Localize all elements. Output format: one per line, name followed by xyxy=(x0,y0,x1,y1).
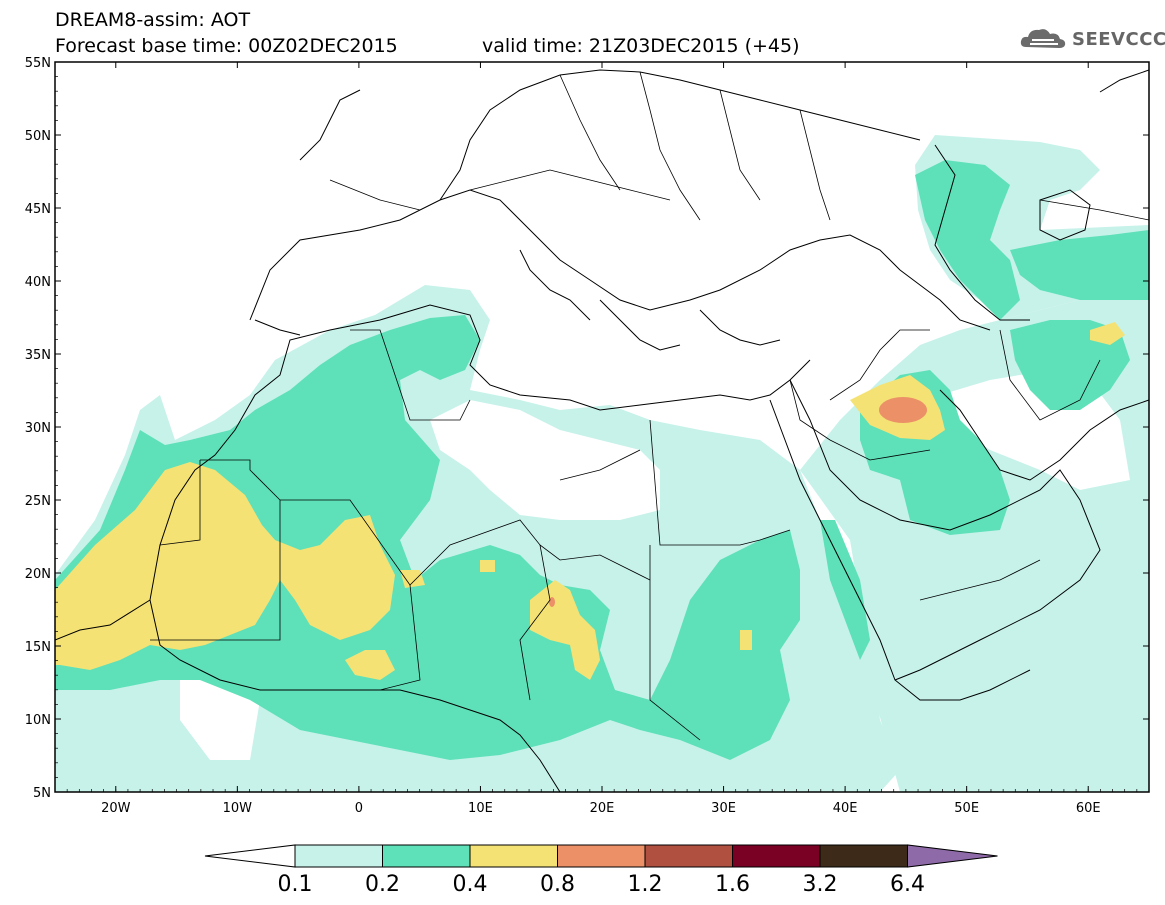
lon-label: 10E xyxy=(468,801,493,816)
borders xyxy=(150,71,1149,741)
lon-label: 0 xyxy=(355,801,363,816)
colorbar-level-label: 6.4 xyxy=(890,872,925,897)
colorbar-level-label: 1.6 xyxy=(715,872,750,897)
colorbar-box xyxy=(557,844,646,868)
colorbar-box xyxy=(294,844,383,868)
lat-label: 20N xyxy=(25,567,51,582)
colorbar-arrow-left xyxy=(204,844,296,868)
lat-label: 30N xyxy=(25,421,51,436)
lon-label: 60E xyxy=(1076,801,1101,816)
lon-label: 20E xyxy=(590,801,615,816)
lat-label: 35N xyxy=(25,348,51,363)
aot-level-0-8 xyxy=(549,397,927,607)
lat-label: 55N xyxy=(25,56,51,71)
latitude-axis: 55N 50N 45N 40N 35N 30N 25N 20N 15N 10N 5N xyxy=(25,56,1149,801)
lat-label: 45N xyxy=(25,202,51,217)
lat-label: 25N xyxy=(25,494,51,509)
colorbar-level-label: 3.2 xyxy=(803,872,838,897)
model-title: DREAM8-assim: AOT xyxy=(55,9,251,31)
forecast-base-time: Forecast base time: 00Z02DEC2015 xyxy=(55,35,398,57)
lon-label: 40E xyxy=(833,801,858,816)
colorbar-arrow-right xyxy=(907,844,998,868)
lon-label: 30E xyxy=(711,801,736,816)
lat-label: 15N xyxy=(25,640,51,655)
logo-text: SEEVCCC xyxy=(1072,28,1165,50)
cloud-icon xyxy=(1020,29,1066,48)
lon-label: 50E xyxy=(954,801,979,816)
colorbar-level-label: 1.2 xyxy=(628,872,663,897)
colorbar-level-label: 0.1 xyxy=(278,872,313,897)
aot-level-0-4 xyxy=(55,322,1125,680)
lat-label: 5N xyxy=(33,786,51,801)
colorbar-box xyxy=(469,844,558,868)
lat-label: 40N xyxy=(25,275,51,290)
colorbar-box xyxy=(819,844,908,868)
lon-label: 20W xyxy=(101,801,131,816)
colorbar-level-label: 0.8 xyxy=(540,872,575,897)
seevccc-logo: SEEVCCC xyxy=(1018,25,1165,53)
colorbar-box xyxy=(644,844,733,868)
longitude-axis: 20W 10W 0 10E 20E 30E 40E 50E 60E xyxy=(54,62,1150,816)
colorbar-box xyxy=(732,844,821,868)
coastlines xyxy=(55,69,1149,792)
colorbar-box xyxy=(382,844,471,868)
valid-time: valid time: 21Z03DEC2015 (+45) xyxy=(482,35,800,57)
colorbar-level-label: 0.4 xyxy=(453,872,488,897)
colorbar-level-label: 0.2 xyxy=(365,872,400,897)
aot-colorbar: 0.1 0.2 0.4 0.8 1.2 1.6 3.2 6.4 xyxy=(204,844,998,897)
lat-label: 50N xyxy=(25,129,51,144)
lon-label: 10W xyxy=(223,801,253,816)
aot-contours xyxy=(55,135,1149,792)
lat-label: 10N xyxy=(25,713,51,728)
